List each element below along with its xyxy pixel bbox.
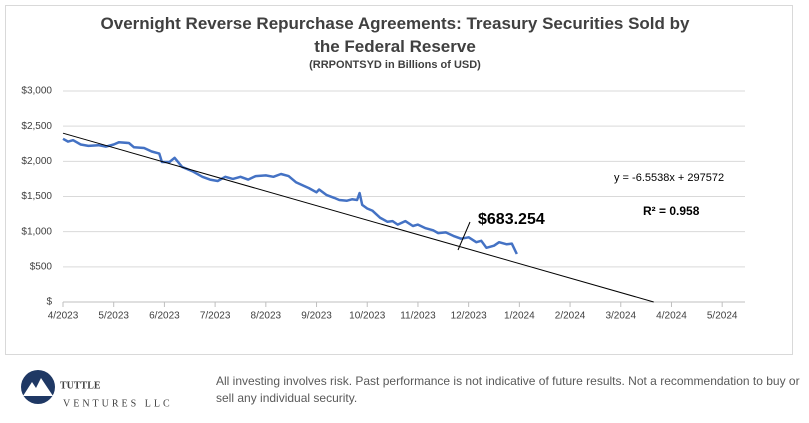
annotation: y = -6.5538x + 297572 xyxy=(614,172,724,184)
chart-frame xyxy=(5,5,793,355)
y-tick-label: $2,500 xyxy=(21,121,52,132)
x-tick-label: 11/2023 xyxy=(400,311,436,322)
y-tick-label: $2,000 xyxy=(21,156,52,167)
x-tick-label: 3/2024 xyxy=(605,311,636,322)
y-tick-label: $500 xyxy=(30,261,53,272)
logo-sub: VENTURES LLC xyxy=(63,398,173,409)
x-tick-label: 5/2023 xyxy=(98,311,129,322)
callout-leader xyxy=(457,221,471,251)
x-tick-label: 7/2023 xyxy=(200,311,231,322)
y-tick-label: $1,500 xyxy=(21,191,52,202)
x-tick-label: 1/2024 xyxy=(504,311,535,322)
x-tick-label: 6/2023 xyxy=(149,311,180,322)
x-tick-label: 4/2023 xyxy=(48,311,79,322)
x-tick-label: 8/2023 xyxy=(251,311,282,322)
chart: $ $500 $1,000 $1,500 $2,000 $2,500 $3,000 4/202… xyxy=(21,86,745,322)
logo: TUTTLE VENTURES LLC xyxy=(21,370,173,409)
x-tick-label: 12/2023 xyxy=(451,311,488,322)
disclaimer: All investing involves risk. Past perfor… xyxy=(216,374,800,405)
chart-subtitle: (RRPONTSYD in Billions of USD) xyxy=(309,59,481,71)
x-tick-label: 2/2024 xyxy=(555,311,586,322)
logo-mountain xyxy=(23,378,53,396)
chart-title: Overnight Reverse Repurchase Agreements:… xyxy=(100,14,690,56)
y-tick-label: $ xyxy=(46,297,52,308)
annotation: $683.254 xyxy=(478,211,545,228)
x-tick-label: 10/2023 xyxy=(349,311,386,322)
logo-name: TUTTLE xyxy=(60,380,101,391)
y-tick-label: $3,000 xyxy=(21,86,52,97)
x-tick-label: 9/2023 xyxy=(301,311,332,322)
annotation: R² = 0.958 xyxy=(643,204,700,218)
x-tick-label: 5/2024 xyxy=(707,311,738,322)
x-tick-label: 4/2024 xyxy=(656,311,687,322)
trend-line xyxy=(62,132,654,303)
y-tick-label: $1,000 xyxy=(21,226,52,237)
data-line xyxy=(62,137,518,255)
